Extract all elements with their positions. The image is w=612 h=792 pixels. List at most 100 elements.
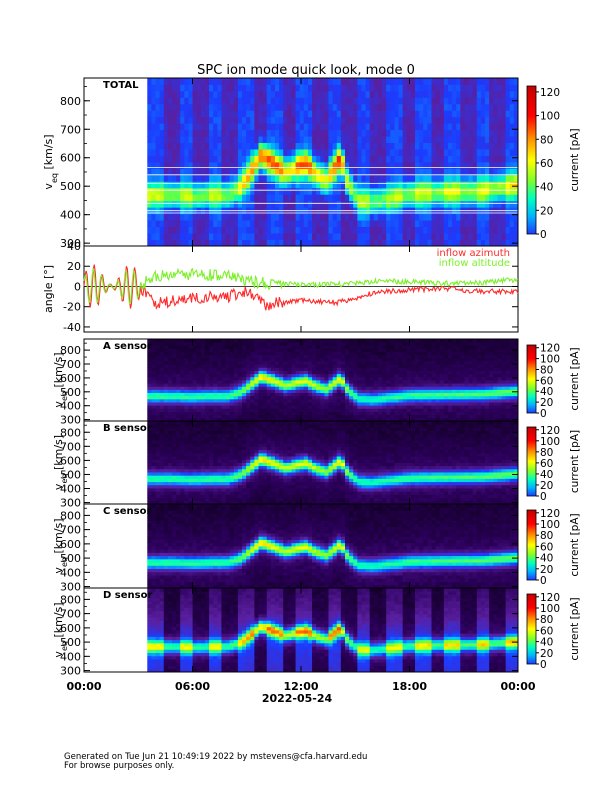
spectrogram-cell [336, 168, 342, 176]
spectrogram-cell [505, 345, 511, 349]
spectrogram-cell [336, 200, 342, 208]
spectrogram-cell [505, 142, 511, 150]
spectrogram-cell [163, 443, 169, 447]
spectrogram-cell [192, 373, 198, 378]
spectrogram-cell [188, 110, 193, 118]
spectrogram-cell [225, 402, 231, 406]
spectrogram-cell [357, 361, 362, 365]
spectrogram-cell [233, 123, 239, 131]
spectrogram-cell [274, 129, 280, 137]
spectrogram-cell [283, 194, 288, 202]
spectrogram-cell [357, 389, 362, 394]
spectrogram-cell [184, 357, 189, 362]
spectrogram-cell [225, 149, 231, 156]
spectrogram-cell [229, 392, 235, 397]
spectrogram-cell [155, 342, 161, 346]
spectrogram-cell [188, 411, 193, 416]
spectrogram-cell [147, 149, 152, 156]
spectrogram-cell [340, 392, 346, 397]
spectrogram-cell [427, 110, 432, 118]
spectrogram-cell [303, 417, 309, 422]
spectrogram-cell [246, 78, 251, 85]
spectrogram-cell [200, 373, 206, 378]
spectrogram-cell [221, 408, 226, 412]
spectrogram-cell [307, 149, 313, 156]
spectrogram-cell [262, 398, 268, 403]
spectrogram-cell [167, 339, 173, 343]
spectrogram-cell [505, 417, 511, 422]
spectrogram-cell [394, 181, 399, 189]
spectrogram-cell [229, 194, 235, 202]
spectrogram-cell [159, 484, 165, 489]
colorbar-tick-label: 120 [540, 87, 560, 99]
spectrogram-cell [221, 226, 226, 234]
spectrogram-cell [209, 181, 214, 189]
spectrogram-cell [353, 402, 358, 406]
spectrogram-cell [501, 168, 507, 176]
spectrogram-cell [476, 78, 482, 85]
spectrogram-cell [155, 213, 161, 221]
spectrogram-cell [489, 239, 494, 247]
spectrogram-cell [369, 90, 375, 98]
spectrogram-cell [163, 339, 169, 343]
spectrogram-cell [361, 339, 366, 343]
spectrogram-cell [307, 367, 313, 371]
spectrogram-cell [159, 392, 165, 397]
spectrogram-cell [176, 395, 181, 400]
spectrogram-cell [299, 417, 305, 422]
spectrogram-cell [262, 370, 268, 375]
spectrogram-cell [147, 497, 152, 502]
spectrogram-cell [439, 129, 445, 137]
spectrogram-cell [513, 386, 519, 390]
spectrogram-cell [295, 220, 301, 228]
spectrogram-cell [373, 162, 379, 169]
spectrogram-cell [493, 142, 498, 150]
spectrogram-cell [254, 174, 259, 182]
spectrogram-cell [279, 220, 284, 228]
spectrogram-cell [266, 123, 272, 131]
spectrogram-cell [349, 226, 354, 234]
spectrogram-cell [262, 162, 268, 169]
spectrogram-cell [390, 233, 395, 240]
spectrogram-cell [489, 200, 494, 208]
spectrogram-cell [340, 220, 346, 228]
spectrogram-cell [312, 345, 317, 349]
spectrogram-cell [489, 187, 494, 195]
spectrogram-cell [439, 181, 445, 189]
spectrogram-cell [345, 405, 350, 409]
spectrogram-cell [167, 361, 173, 365]
spectrogram-cell [192, 395, 198, 400]
spectrogram-cell [188, 233, 193, 240]
spectrogram-cell [295, 345, 301, 349]
spectrogram-cell [324, 376, 329, 381]
spectrogram-cell [299, 405, 305, 409]
spectrogram-cell [431, 380, 437, 384]
spectrogram-cell [163, 194, 169, 202]
spectrogram-cell [192, 361, 198, 365]
spectrogram-cell [472, 103, 478, 111]
spectrogram-cell [184, 370, 189, 375]
spectrogram-cell [439, 226, 445, 234]
spectrogram-cell [464, 181, 469, 189]
spectrogram-cell [365, 129, 371, 137]
spectrogram-cell [349, 395, 354, 400]
spectrogram-cell [443, 395, 449, 400]
spectrogram-cell [196, 395, 202, 400]
spectrogram-cell [361, 78, 366, 85]
spectrogram-cell [365, 78, 371, 85]
spectrogram-cell [493, 103, 498, 111]
spectrogram-cell [316, 398, 321, 403]
spectrogram-cell [176, 351, 181, 356]
spectrogram-cell [394, 405, 399, 409]
spectrogram-cell [258, 174, 264, 182]
spectrogram-cell [167, 481, 173, 486]
spectrogram-cell [468, 376, 474, 381]
spectrogram-cell [163, 181, 169, 189]
spectrogram-cell [402, 370, 408, 375]
spectrogram-cell [336, 357, 342, 362]
spectrogram-cell [472, 123, 478, 131]
spectrogram-cell [303, 411, 309, 416]
spectrogram-cell [328, 116, 334, 124]
spectrogram-cell [229, 405, 235, 409]
spectrogram-cell [320, 392, 325, 397]
